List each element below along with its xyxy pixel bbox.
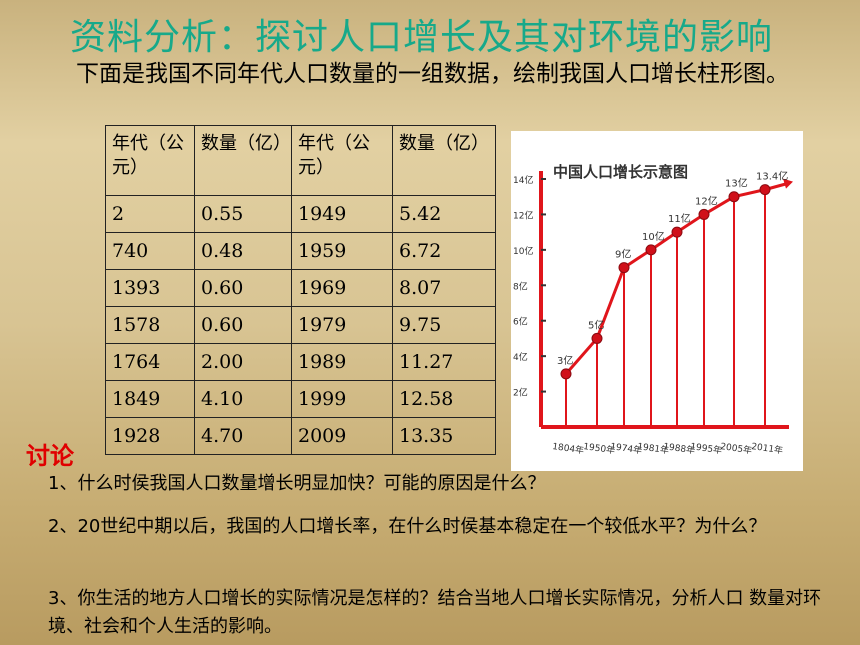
table-cell: 0.55: [194, 195, 292, 233]
data-label: 13亿: [725, 177, 748, 190]
table-cell: 1764: [105, 343, 195, 381]
header-count-2-label: 数量（亿）: [399, 133, 489, 154]
data-point: [618, 262, 630, 274]
table-cell: 2009: [291, 417, 393, 455]
table-cell: 2: [105, 195, 195, 233]
table-cell: 11.27: [392, 343, 496, 381]
data-label: 3亿: [557, 354, 573, 367]
data-label: 12亿: [695, 194, 718, 207]
y-tick-label: 8亿: [513, 280, 528, 292]
header-year-1: 年代（公元）: [105, 125, 195, 196]
table-row: 1928 4.70 2009 13.35: [105, 417, 496, 455]
data-point: [671, 226, 683, 238]
population-table: 年代（公元） 数量（亿） 年代（公元） 数量（亿） 2 0.55 1949 5.42 7…: [105, 125, 496, 455]
table-cell: 0.60: [194, 306, 292, 344]
table-row: 740 0.48 1959 6.72: [105, 232, 496, 270]
data-label: 13.4亿: [756, 170, 788, 183]
table-cell: 5.42: [392, 195, 496, 233]
intro-text: 下面是我国不同年代人口数量的一组数据，绘制我国人口增长柱形图。: [76, 61, 789, 87]
chart-title: 中国人口增长示意图: [553, 163, 688, 181]
question-2: 2、20世纪中期以后，我国的人口增长率，在什么时侯基本稳定在一个较低水平？为什么…: [48, 516, 767, 537]
table-row: 2 0.55 1949 5.42: [105, 195, 496, 233]
y-tick-label: 2亿: [513, 387, 528, 399]
data-point: [591, 332, 603, 344]
data-label: 9亿: [615, 248, 631, 261]
data-point: [645, 244, 657, 256]
header-year-1-label: 年代（公元）: [112, 133, 184, 178]
page-title: 资料分析：探讨人口增长及其对环境的影响: [70, 17, 774, 58]
table-cell: 1989: [291, 343, 393, 381]
x-tick-label: 2011年: [751, 440, 784, 456]
table-cell: 9.75: [392, 306, 496, 344]
header-count-1: 数量（亿）: [194, 125, 292, 196]
y-tick-label: 6亿: [513, 316, 528, 328]
table-cell: 2.00: [194, 343, 292, 381]
x-tick-label: 2005年: [720, 440, 753, 456]
table-cell: 13.35: [392, 417, 496, 455]
question-1: 1、什么时侯我国人口数量增长明显加快？可能的原因是什么？: [48, 473, 546, 494]
series-arrow-head: [783, 178, 793, 189]
header-year-2-label: 年代（公元）: [298, 133, 370, 178]
population-chart-svg: 中国人口增长示意图2亿4亿6亿8亿10亿12亿14亿3亿5亿9亿10亿11亿12…: [513, 163, 793, 456]
discussion-label: 讨论: [26, 442, 74, 470]
population-chart: 中国人口增长示意图 2亿 4亿 6亿 8亿 10亿 12亿 14亿 3亿 5亿 9亿 10亿 11亿 12…: [511, 131, 803, 471]
table-cell: 1999: [291, 380, 393, 418]
data-point: [560, 368, 572, 380]
table-cell: 1849: [105, 380, 195, 418]
table-cell: 1969: [291, 269, 393, 307]
x-tick-label: 1995年: [690, 440, 723, 456]
data-label: 5亿: [588, 318, 604, 331]
header-count-1-label: 数量（亿）: [201, 133, 291, 154]
question-3: 3、你生活的地方人口增长的实际情况是怎样的？结合当地人口增长实际情况，分析人口 …: [48, 588, 822, 637]
table-cell: 1949: [291, 195, 393, 233]
data-label: 10亿: [642, 230, 665, 243]
y-tick-label: 10亿: [513, 245, 533, 257]
table-body: 2 0.55 1949 5.42 740 0.48 1959 6.72 1393 0.60 1969…: [105, 195, 496, 455]
table-cell: 4.10: [194, 380, 292, 418]
table-cell: 1959: [291, 232, 393, 270]
table-cell: 1979: [291, 306, 393, 344]
table-row: 1578 0.60 1979 9.75: [105, 306, 496, 344]
table-cell: 740: [105, 232, 195, 270]
table-cell: 1393: [105, 269, 195, 307]
table-cell: 4.70: [194, 417, 292, 455]
x-tick-label: 1804年: [552, 440, 585, 456]
data-point: [698, 208, 710, 220]
y-tick-label: 14亿: [513, 174, 533, 186]
table-row: 1849 4.10 1999 12.58: [105, 380, 496, 418]
table-header-row: 年代（公元） 数量（亿） 年代（公元） 数量（亿）: [105, 125, 496, 196]
table-cell: 0.60: [194, 269, 292, 307]
table-cell: 8.07: [392, 269, 496, 307]
table-row: 1764 2.00 1989 11.27: [105, 343, 496, 381]
header-year-2: 年代（公元）: [291, 125, 393, 196]
table-row: 1393 0.60 1969 8.07: [105, 269, 496, 307]
data-label: 11亿: [668, 212, 691, 225]
header-count-2: 数量（亿）: [392, 125, 496, 196]
table-cell: 6.72: [392, 232, 496, 270]
y-tick-label: 12亿: [513, 209, 533, 221]
table-cell: 0.48: [194, 232, 292, 270]
data-point: [759, 184, 771, 196]
table-cell: 1578: [105, 306, 195, 344]
y-tick-label: 4亿: [513, 351, 528, 363]
table-cell: 1928: [105, 417, 195, 455]
table-cell: 12.58: [392, 380, 496, 418]
data-point: [728, 191, 740, 203]
series-line: [564, 188, 766, 375]
